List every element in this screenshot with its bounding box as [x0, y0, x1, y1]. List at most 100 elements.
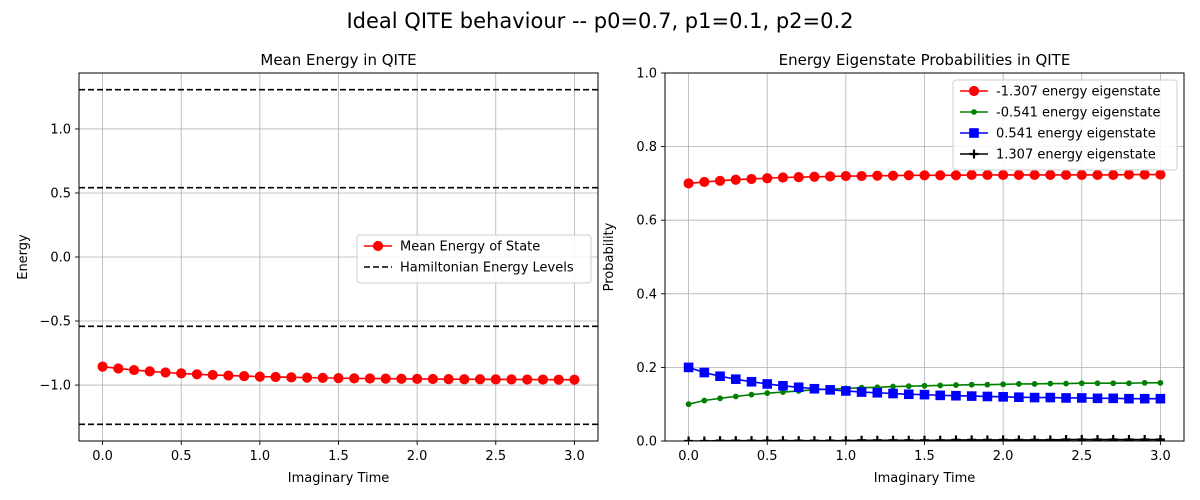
x-axis-label: Imaginary Time	[874, 471, 976, 486]
data-point	[1045, 392, 1056, 403]
data-point	[490, 374, 501, 385]
probabilities-plot: 0.0 0.5 1.0 1.5 2.0 2.5 3.0 0.0 0.2 0.4 0.6 0.8 1.0 E…	[602, 51, 1185, 486]
data-point	[506, 374, 517, 385]
y-tick-label: 0.6	[636, 214, 657, 229]
data-point	[1139, 169, 1150, 180]
data-point	[748, 391, 755, 398]
data-point	[1124, 393, 1134, 404]
data-point	[890, 383, 896, 390]
data-point	[966, 169, 977, 181]
legend-marker	[969, 149, 979, 159]
y-tick-label: −0.5	[39, 315, 71, 330]
data-point	[699, 436, 709, 441]
y-tick-label: 1.0	[50, 122, 71, 137]
data-point	[1063, 380, 1069, 387]
legend-marker	[971, 109, 977, 115]
data-point	[856, 170, 867, 182]
data-point	[1077, 435, 1087, 441]
hamiltonian-energy-levels	[79, 88, 598, 426]
data-point	[1141, 379, 1148, 386]
data-point	[1110, 380, 1117, 387]
data-point	[984, 381, 991, 388]
data-point	[841, 386, 851, 396]
data-point	[684, 436, 694, 441]
data-point	[764, 390, 771, 397]
data-point	[998, 392, 1008, 402]
data-point	[286, 372, 297, 383]
legend-marker	[372, 240, 384, 252]
data-point	[1078, 380, 1085, 387]
data-point	[905, 383, 912, 390]
data-point	[872, 435, 882, 441]
x-tick-label: 0.5	[171, 449, 192, 464]
data-point	[699, 367, 710, 378]
x-tick-label: 2.0	[993, 449, 1014, 464]
data-point	[160, 367, 171, 378]
data-point	[1155, 393, 1166, 404]
data-point	[1014, 392, 1024, 403]
series-1	[685, 379, 1164, 408]
data-point	[1092, 169, 1103, 181]
data-point	[872, 387, 883, 398]
data-point	[191, 369, 203, 380]
data-point	[935, 390, 946, 401]
data-point	[1126, 380, 1132, 387]
data-point	[730, 374, 741, 384]
data-point	[778, 381, 788, 391]
data-point	[730, 174, 741, 185]
y-tick-label: 0.8	[636, 140, 657, 155]
data-point	[683, 178, 694, 189]
legend-box	[952, 79, 1178, 171]
data-point	[1076, 169, 1087, 181]
data-point	[825, 171, 836, 182]
data-point	[522, 374, 533, 385]
data-point	[887, 170, 899, 181]
data-point	[1108, 435, 1118, 441]
data-point	[364, 373, 376, 384]
x-tick-label: 0.5	[757, 449, 778, 464]
data-point	[569, 374, 580, 385]
data-point	[1045, 169, 1056, 181]
data-point	[903, 389, 914, 400]
data-point	[717, 395, 723, 402]
data-point	[443, 374, 454, 385]
y-tick-label: 1.0	[636, 67, 657, 82]
data-point	[872, 170, 883, 181]
data-point	[714, 175, 726, 186]
data-point	[683, 362, 694, 373]
legend-label: Mean Energy of State	[400, 240, 540, 255]
data-point	[777, 172, 789, 183]
data-point	[966, 391, 977, 401]
data-point	[1094, 380, 1101, 387]
data-point	[144, 366, 155, 377]
x-tick-label: 1.5	[914, 449, 935, 464]
data-point	[793, 172, 804, 183]
data-point	[685, 401, 692, 408]
x-tick-label: 1.0	[250, 449, 271, 464]
x-tick-label: 1.0	[836, 449, 857, 464]
y-tick-label: −1.0	[39, 379, 71, 394]
data-point	[396, 373, 407, 384]
x-tick-label: 2.5	[1071, 449, 1092, 464]
legend-label: -1.307 energy eigenstate	[996, 85, 1161, 100]
data-point	[1047, 380, 1054, 387]
data-point	[1000, 381, 1007, 388]
data-point	[1029, 169, 1040, 181]
data-point	[176, 368, 187, 379]
data-point	[998, 169, 1009, 181]
x-axis-label: Imaginary Time	[288, 471, 390, 486]
data-point	[762, 379, 773, 389]
data-point	[840, 170, 851, 182]
data-point	[809, 383, 820, 394]
chart-title: Energy Eigenstate Probabilities in QITE	[779, 51, 1071, 69]
data-point	[474, 374, 486, 385]
data-point	[1155, 169, 1166, 180]
data-point	[1013, 169, 1024, 181]
data-point	[1092, 393, 1103, 404]
data-point	[1061, 435, 1071, 441]
data-point	[951, 435, 961, 441]
data-point	[982, 169, 993, 181]
y-tick-label: 0.2	[636, 361, 657, 376]
data-point	[982, 435, 992, 441]
